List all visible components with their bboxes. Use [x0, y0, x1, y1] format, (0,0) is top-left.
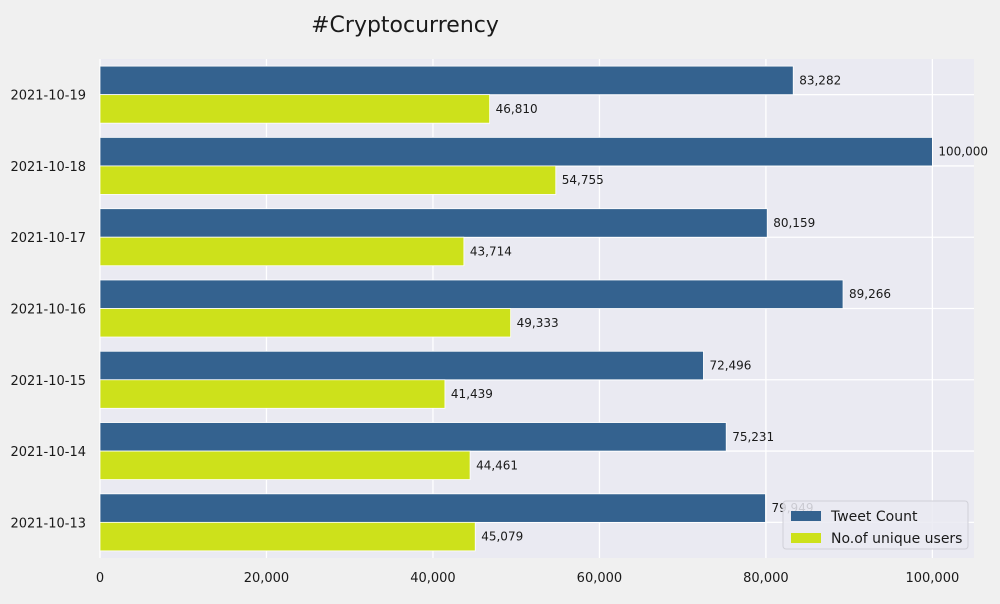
bars — [99, 65, 933, 552]
y-tick-label: 2021-10-16 — [10, 303, 86, 318]
bar-unique-users — [99, 236, 465, 267]
data-label: 89,266 — [849, 287, 891, 301]
x-tick-label: 40,000 — [410, 571, 456, 586]
data-label: 45,079 — [481, 530, 523, 544]
data-label: 54,755 — [562, 173, 604, 187]
data-label: 41,439 — [451, 387, 493, 401]
legend-label: Tweet Count — [830, 509, 918, 525]
chart-title: #Cryptocurrency — [311, 13, 499, 38]
x-axis-tick-labels: 0 20,000 40,000 60,000 80,000 100,000 — [96, 571, 959, 586]
data-label: 44,461 — [476, 458, 518, 472]
legend-swatch — [791, 511, 821, 521]
y-tick-label: 2021-10-14 — [10, 445, 86, 460]
data-label: 100,000 — [938, 145, 988, 159]
data-label: 72,496 — [709, 359, 751, 373]
x-tick-label: 80,000 — [743, 571, 789, 586]
bar-unique-users — [99, 521, 476, 552]
data-label: 43,714 — [470, 244, 512, 258]
bar-tweet-count — [99, 65, 794, 96]
y-tick-label: 2021-10-15 — [10, 374, 86, 389]
bar-tweet-count — [99, 208, 768, 238]
bar-unique-users — [99, 94, 491, 124]
data-label: 80,159 — [773, 216, 815, 230]
legend-swatch — [791, 533, 821, 543]
x-tick-label: 60,000 — [577, 571, 623, 586]
data-label: 46,810 — [496, 102, 538, 116]
legend-label: No.of unique users — [831, 531, 962, 547]
y-tick-label: 2021-10-13 — [10, 516, 86, 531]
y-tick-label: 2021-10-18 — [10, 160, 86, 175]
bar-tweet-count — [99, 422, 727, 452]
y-tick-label: 2021-10-19 — [10, 89, 86, 104]
y-tick-label: 2021-10-17 — [10, 231, 86, 246]
bar-tweet-count — [99, 137, 933, 167]
bar-unique-users — [99, 165, 557, 195]
bar-unique-users — [99, 308, 512, 338]
legend-box — [782, 500, 969, 550]
bar-tweet-count — [99, 279, 844, 309]
bar-tweet-count — [99, 493, 766, 523]
x-tick-label: 100,000 — [905, 571, 959, 586]
data-label: 75,231 — [732, 430, 774, 444]
legend: Tweet Count No.of unique users — [782, 500, 969, 550]
data-label: 83,282 — [799, 73, 841, 87]
y-axis-tick-labels: 2021-10-13 2021-10-14 2021-10-15 2021-10-16… — [10, 89, 86, 532]
bar-tweet-count — [99, 350, 704, 381]
bar-unique-users — [99, 379, 446, 409]
x-tick-label: 0 — [96, 571, 104, 586]
data-label: 49,333 — [517, 316, 559, 330]
bar-unique-users — [99, 450, 471, 480]
x-tick-label: 20,000 — [244, 571, 290, 586]
